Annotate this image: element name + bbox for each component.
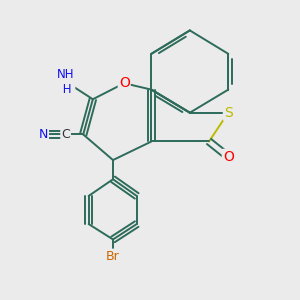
Text: Br: Br	[106, 250, 120, 262]
Text: NH
 H: NH H	[57, 68, 74, 96]
Text: C: C	[61, 128, 70, 141]
Text: O: O	[119, 76, 130, 90]
Text: N: N	[39, 128, 48, 141]
Text: O: O	[223, 150, 234, 164]
Text: S: S	[224, 106, 233, 120]
